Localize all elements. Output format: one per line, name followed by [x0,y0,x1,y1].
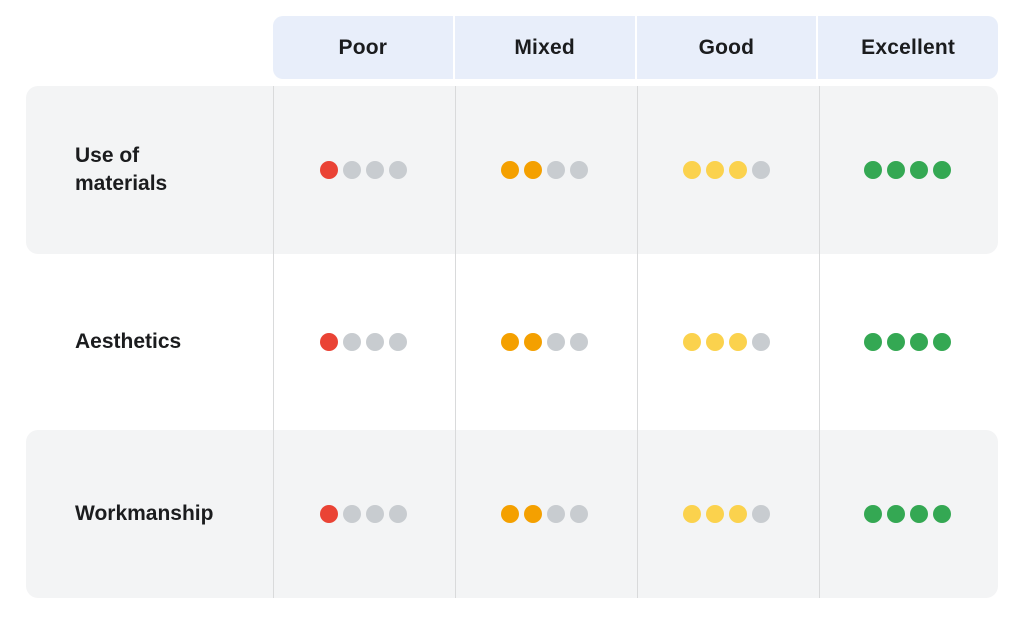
rating-dot-filled [524,505,543,523]
column-divider [455,86,456,598]
rating-dot-filled [320,161,339,179]
rating-dot-empty [570,505,589,523]
criterion-label: Workmanship [75,501,214,525]
rating-dot-filled [682,161,701,179]
rating-cell-aesthetics-mixed[interactable] [454,254,635,430]
rating-dot-empty [547,161,566,179]
rating-dot-filled [705,505,724,523]
header-cell-poor: Poor [273,16,453,79]
rating-cell-workmanship-poor[interactable] [273,430,454,598]
rating-cell-workmanship-excellent[interactable] [817,430,998,598]
rating-dot-empty [366,333,385,351]
header-cell-excellent: Excellent [818,16,998,79]
rating-cell-use-of-materials-mixed[interactable] [454,86,635,254]
rating-dot-filled [682,505,701,523]
rating-dot-empty [547,333,566,351]
rubric-row-use-of-materials: Use of materials [26,86,998,254]
rating-cell-workmanship-mixed[interactable] [454,430,635,598]
rating-cell-aesthetics-excellent[interactable] [817,254,998,430]
rating-dot-filled [932,333,951,351]
criterion-label: Aesthetics [75,329,182,353]
rating-dot-filled [909,161,928,179]
rating-cell-use-of-materials-good[interactable] [636,86,817,254]
criterion-label-cell: Workmanship [26,430,273,598]
rating-cell-use-of-materials-poor[interactable] [273,86,454,254]
rating-dot-filled [909,333,928,351]
rating-dot-empty [389,505,408,523]
rating-dot-empty [389,333,408,351]
criterion-label-cell: Aesthetics [26,254,273,430]
criterion-label-cell: Use of materials [26,86,273,254]
column-divider [819,86,820,598]
rubric-row-aesthetics: Aesthetics [26,254,998,430]
rating-dot-filled [705,161,724,179]
rating-dot-filled [682,333,701,351]
rating-dot-filled [932,161,951,179]
rating-dot-empty [547,505,566,523]
rating-dot-filled [524,161,543,179]
rating-cell-workmanship-good[interactable] [636,430,817,598]
rating-dot-filled [863,333,882,351]
rating-dot-empty [751,161,770,179]
rating-dot-empty [570,161,589,179]
rating-dot-filled [501,333,520,351]
rating-dot-empty [343,161,362,179]
rating-dot-filled [524,333,543,351]
rating-scale-header: Poor Mixed Good Excellent [273,16,998,79]
rating-dot-empty [570,333,589,351]
rating-dot-empty [751,505,770,523]
rating-dot-filled [886,161,905,179]
rating-dot-filled [705,333,724,351]
rating-dot-filled [932,505,951,523]
rating-dot-filled [320,505,339,523]
rating-dot-filled [886,333,905,351]
rating-cell-use-of-materials-excellent[interactable] [817,86,998,254]
rating-dot-empty [751,333,770,351]
rating-dot-filled [728,161,747,179]
rating-dot-filled [863,161,882,179]
rating-dot-filled [501,161,520,179]
column-divider [637,86,638,598]
rating-dot-filled [886,505,905,523]
rating-dot-empty [389,161,408,179]
criterion-label: Use of materials [75,143,168,195]
rating-dot-empty [343,333,362,351]
rating-dot-empty [366,161,385,179]
header-cell-mixed: Mixed [454,16,635,79]
rating-dot-filled [909,505,928,523]
rating-dot-filled [320,333,339,351]
rubric-row-workmanship: Workmanship [26,430,998,598]
header-cell-good: Good [636,16,817,79]
rating-cell-aesthetics-good[interactable] [636,254,817,430]
rating-dot-filled [863,505,882,523]
rating-dot-filled [501,505,520,523]
rating-cell-aesthetics-poor[interactable] [273,254,454,430]
rating-dot-filled [728,333,747,351]
rating-dot-filled [728,505,747,523]
rating-dot-empty [366,505,385,523]
rating-dot-empty [343,505,362,523]
column-divider [273,86,274,598]
